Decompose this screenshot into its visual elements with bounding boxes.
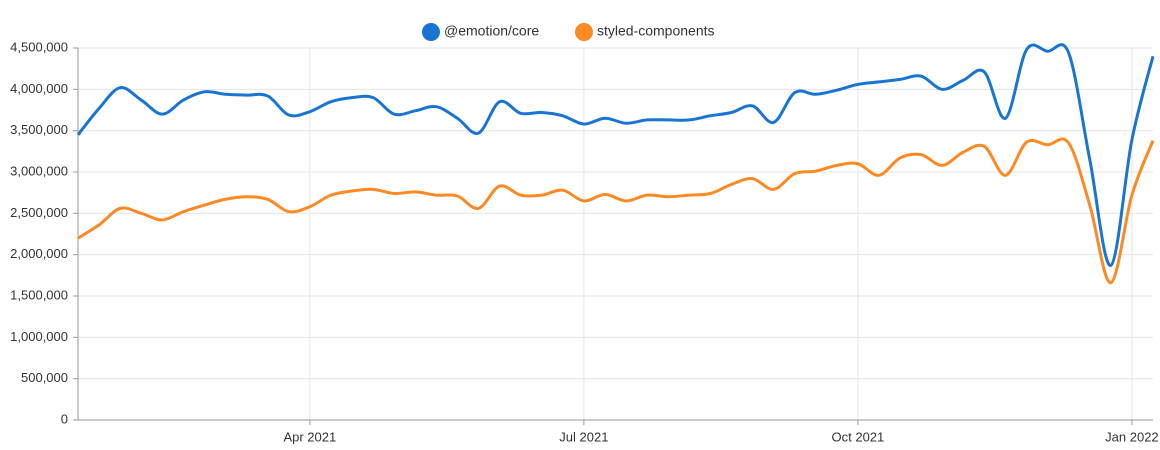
y-tick-label: 1,500,000: [10, 287, 68, 302]
y-tick-label: 3,500,000: [10, 122, 68, 137]
line: [76, 43, 1155, 267]
y-tick-label: 4,000,000: [10, 81, 68, 96]
y-tick-label: 500,000: [21, 370, 68, 385]
grid: 0 500,000 1,000,000 1,500,000 2,000,000 2,500…: [10, 39, 1159, 444]
legend-swatch: [575, 23, 593, 41]
legend-swatch: [422, 23, 440, 41]
y-tick-label: 3,000,000: [10, 163, 68, 178]
plot: [76, 43, 1155, 285]
y-tick-label: 2,500,000: [10, 205, 68, 220]
x-tick-label: Oct 2021: [832, 429, 885, 444]
y-tick-label: 1,000,000: [10, 329, 68, 344]
y-tick-label: 2,000,000: [10, 246, 68, 261]
y-tick-label: 0: [61, 411, 68, 426]
x-tick-label: Jan 2022: [1105, 429, 1159, 444]
line: [77, 137, 1155, 285]
y-tick-label: 4,500,000: [10, 39, 68, 54]
legend-label: styled-components: [597, 23, 715, 39]
x-tick-label: Apr 2021: [283, 429, 336, 444]
legend-label: @emotion/core: [444, 23, 539, 39]
x-tick-label: Jul 2021: [559, 429, 608, 444]
legend: @emotion/core styled-components: [422, 23, 715, 41]
